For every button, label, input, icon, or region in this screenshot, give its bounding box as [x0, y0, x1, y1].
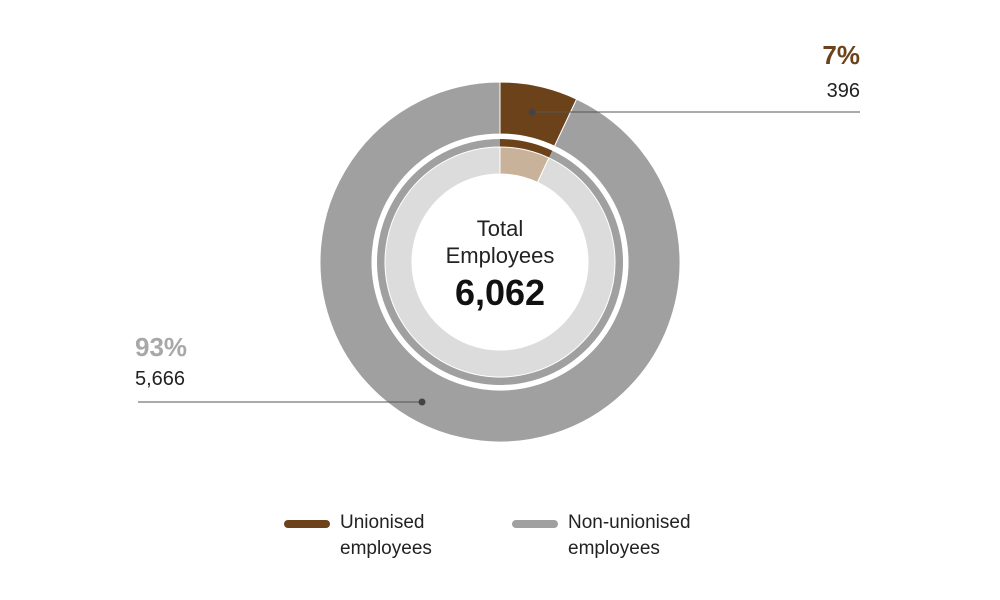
legend-label: Unionised employees	[340, 512, 432, 559]
leader-dot	[528, 108, 536, 116]
center-total: 6,062	[454, 272, 546, 313]
count-label: 396	[826, 80, 860, 102]
inner-band	[500, 139, 553, 158]
outer-slice	[319, 81, 681, 443]
percent-label: 93%	[135, 332, 188, 362]
percent-label: 7%	[822, 40, 860, 70]
center-label: Total Employees	[445, 216, 555, 268]
inner-slice	[384, 146, 616, 378]
count-label: 5,666	[135, 368, 186, 390]
leader-dot	[418, 398, 426, 406]
legend-label: Non-unionised employees	[568, 512, 691, 559]
